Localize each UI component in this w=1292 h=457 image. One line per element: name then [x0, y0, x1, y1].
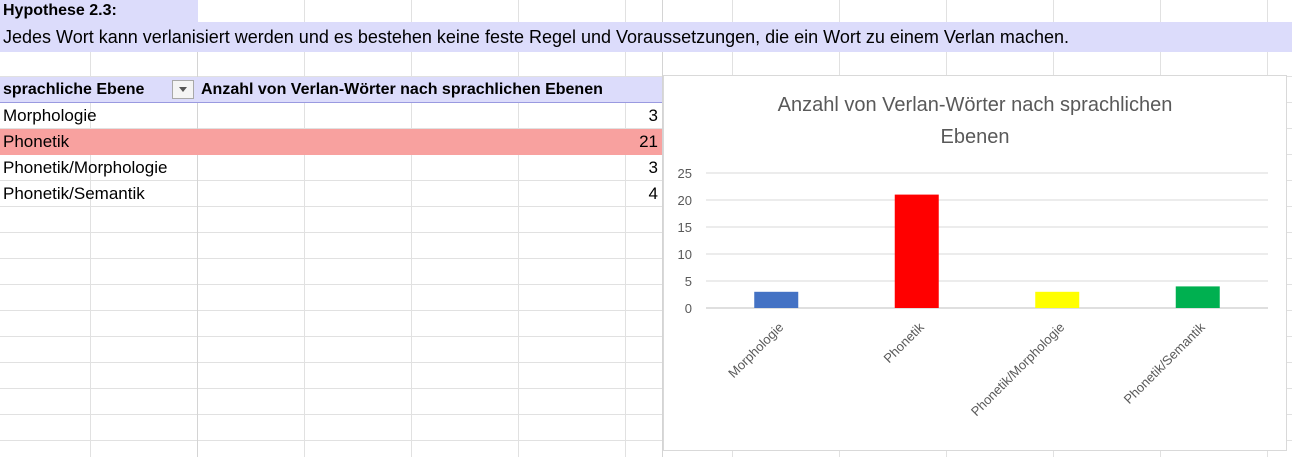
header-anzahl[interactable]: Anzahl von Verlan-Wörter nach sprachlich… [198, 77, 662, 103]
row-label-phonetik-semantik[interactable]: Phonetik/Semantik [3, 184, 145, 203]
bar-chart-svg: Anzahl von Verlan-Wörter nach sprachlich… [678, 94, 1268, 420]
column-divider [662, 0, 663, 457]
y-tick-label: 10 [678, 247, 692, 262]
y-tick-label: 5 [685, 274, 692, 289]
row-label-phonetik[interactable]: Phonetik [0, 129, 198, 155]
y-tick-label: 25 [678, 166, 692, 181]
row-value-phonetik-semantik[interactable]: 4 [648, 184, 658, 203]
x-tick-label: Morphologie [725, 320, 786, 381]
row-label-morphologie[interactable]: Morphologie [3, 106, 97, 125]
hypothesis-text[interactable]: Jedes Wort kann verlanisiert werden und … [0, 22, 1292, 52]
bar-phonetik-morphologie[interactable] [1035, 291, 1080, 308]
chevron-down-icon [179, 87, 187, 92]
bar-morphologie[interactable] [754, 291, 799, 308]
row-label-phonetik-morphologie[interactable]: Phonetik/Morphologie [3, 158, 168, 177]
header-label: sprachliche Ebene [3, 81, 145, 98]
chart-title-line-2: Ebenen [941, 126, 1010, 148]
y-tick-label: 15 [678, 220, 692, 235]
bar-phonetik-semantik[interactable] [1175, 286, 1220, 308]
x-tick-label: Phonetik [880, 319, 927, 366]
bar-chart[interactable]: Anzahl von Verlan-Wörter nach sprachlich… [663, 75, 1287, 451]
header-sprachliche-ebene[interactable]: sprachliche Ebene [0, 77, 198, 103]
x-tick-label: Phonetik/Semantik [1121, 319, 1209, 407]
row-value-morphologie[interactable]: 3 [648, 106, 658, 125]
x-tick-label: Phonetik/Morphologie [968, 320, 1068, 420]
column-divider [197, 0, 198, 457]
filter-dropdown-button[interactable] [172, 80, 194, 99]
row-value-phonetik[interactable]: 21 [198, 129, 662, 155]
hypothesis-title[interactable]: Hypothese 2.3: [0, 0, 198, 22]
chart-title-line-1: Anzahl von Verlan-Wörter nach sprachlich… [778, 94, 1173, 116]
row-value-phonetik-morphologie[interactable]: 3 [648, 158, 658, 177]
y-tick-label: 20 [678, 193, 692, 208]
bar-phonetik[interactable] [894, 194, 939, 308]
y-tick-label: 0 [685, 301, 692, 316]
